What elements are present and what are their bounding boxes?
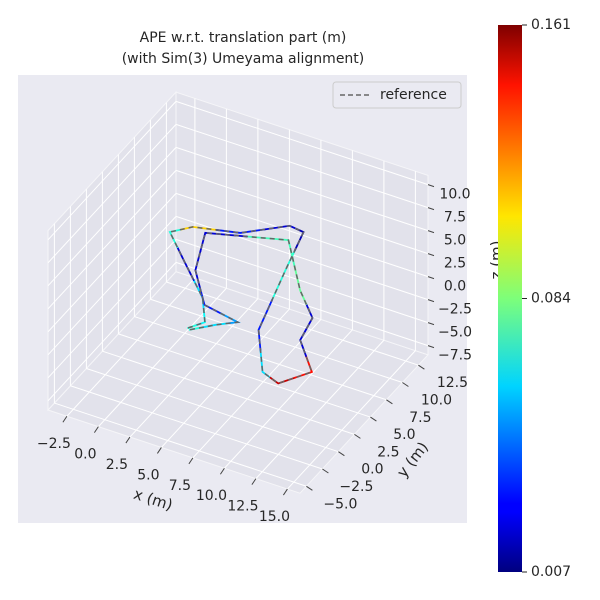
grid-line [150, 298, 403, 383]
grid-line [70, 385, 323, 470]
grid-line [47, 239, 177, 379]
z-tick-label: 10.0 [439, 187, 470, 203]
grid-line [47, 216, 177, 356]
grid-line [175, 123, 429, 209]
legend-box [332, 81, 462, 109]
colorbar-tick-label: 0.084 [531, 291, 571, 307]
grid-line [287, 350, 416, 490]
z-tick [427, 276, 435, 280]
legend-label: reference [380, 87, 447, 103]
grid-line [166, 281, 419, 366]
z-tick-label: −2.5 [438, 302, 472, 318]
grid-line [47, 262, 177, 402]
reference-line [168, 224, 314, 385]
chart-subtitle: (with Sim(3) Umeyama alignment) [122, 51, 365, 67]
y-tick-label: 0.0 [361, 462, 383, 478]
y-tick-label: 5.0 [393, 427, 415, 443]
grid-line [47, 170, 177, 310]
y-tick [418, 364, 425, 370]
x-tick [219, 467, 225, 475]
grid-line [102, 350, 355, 435]
side-pane [47, 90, 177, 412]
grid-line [54, 402, 307, 487]
grid-line [255, 339, 385, 479]
x-tick [282, 488, 288, 496]
x-tick [125, 436, 131, 444]
z-tick-label: −5.0 [438, 325, 472, 341]
z-tick-label: 0.0 [444, 279, 466, 295]
x-tick [188, 457, 194, 465]
grid-line [175, 238, 429, 324]
y-tick [322, 468, 329, 474]
y-tick [354, 433, 361, 439]
grid-line [175, 261, 429, 347]
y-tick-label: −2.5 [339, 479, 373, 495]
grid-line [224, 329, 353, 469]
x-tick-label: −2.5 [37, 436, 71, 452]
grid-line [47, 193, 177, 333]
trajectory-segment [257, 299, 273, 352]
grid-line [66, 277, 196, 417]
grid-line [47, 124, 177, 264]
y-tick [338, 451, 345, 457]
trajectory-segment [168, 228, 183, 249]
y-tick-label: −5.0 [323, 496, 357, 512]
grid-line [47, 147, 177, 287]
z-tick-label: 7.5 [444, 210, 466, 226]
z-tick-label: −7.5 [438, 348, 472, 364]
colorbar-tick-label: 0.007 [531, 564, 571, 580]
y-tick-label: 2.5 [377, 444, 399, 460]
grid-line [118, 333, 371, 418]
x-tick [62, 415, 68, 423]
x-tick-label: 7.5 [169, 478, 191, 494]
z-tick-label: 5.0 [444, 233, 466, 249]
x-tick [251, 478, 257, 485]
x-tick-label: 10.0 [196, 488, 227, 504]
grid-line [47, 101, 177, 241]
trajectory-segment [293, 264, 308, 306]
z-tick [427, 322, 435, 326]
grid-line [86, 368, 339, 453]
x-tick-label: 12.5 [227, 499, 258, 515]
y-tick [370, 416, 377, 422]
grid-line [175, 169, 429, 255]
grid-line [161, 308, 290, 448]
grid-line [192, 319, 322, 459]
trajectory-segment [201, 322, 228, 329]
x-tick-label: 5.0 [137, 467, 159, 483]
z-tick [427, 184, 435, 188]
y-tick-label: 7.5 [409, 410, 431, 426]
chart-title: APE w.r.t. translation part (m) [140, 30, 347, 46]
z-tick [427, 253, 435, 257]
y-tick [386, 399, 393, 405]
z-tick-label: 2.5 [444, 256, 466, 272]
grid-line [98, 287, 227, 427]
y-tick-label: 10.0 [421, 392, 452, 408]
z-tick [427, 230, 435, 234]
z-tick [427, 299, 435, 303]
grid-line [175, 100, 429, 186]
x-tick-label: 15.0 [259, 509, 290, 525]
colorbar-tick-label: 0.161 [531, 17, 571, 33]
y-tick [402, 382, 409, 387]
x-tick [93, 426, 99, 433]
z-tick [427, 345, 435, 349]
x-tick [156, 447, 162, 454]
y-tick-label: 12.5 [437, 375, 468, 391]
colorbar [498, 25, 522, 572]
x-tick-label: 0.0 [74, 447, 96, 463]
z-tick [427, 207, 435, 211]
x-tick-label: 2.5 [106, 457, 128, 473]
grid-line [175, 146, 429, 232]
y-tick [306, 485, 313, 491]
